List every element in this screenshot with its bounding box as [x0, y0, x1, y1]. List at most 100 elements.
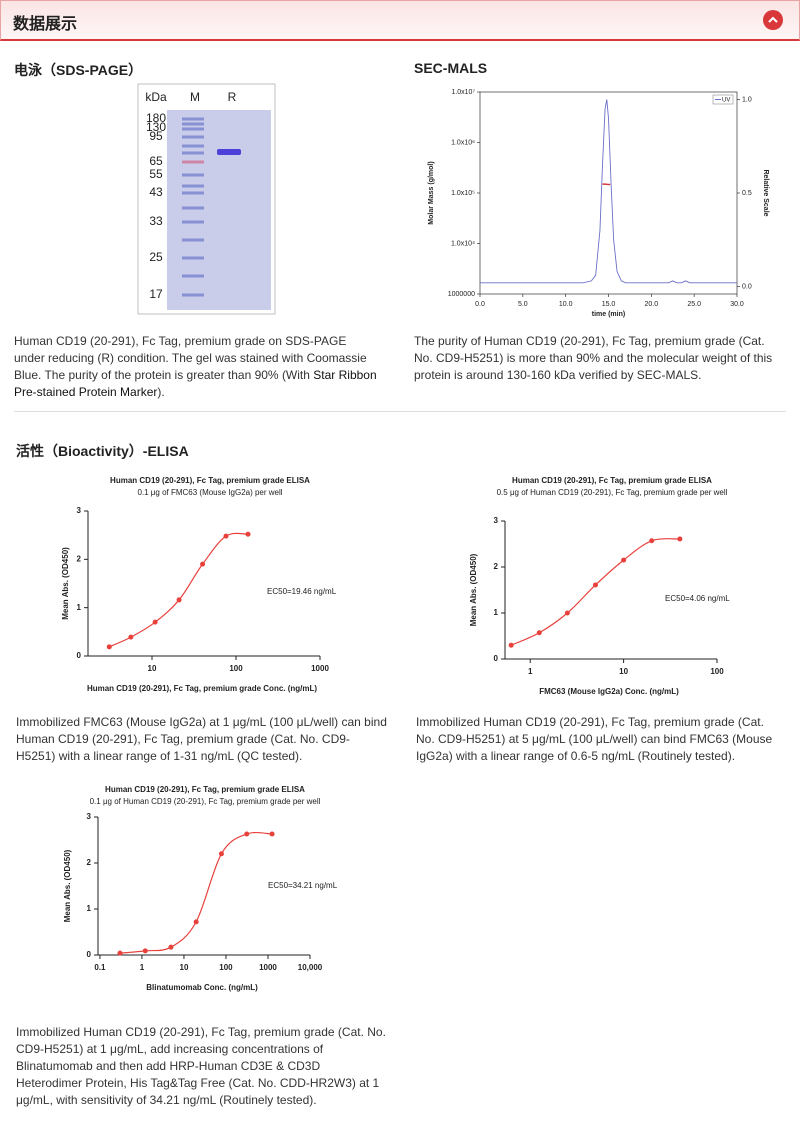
x-axis-label: Human CD19 (20-291), Fc Tag, premium gra…	[87, 684, 317, 693]
marker-band	[182, 184, 204, 188]
gel	[167, 110, 271, 310]
data-point	[649, 538, 655, 544]
legend-box	[712, 94, 734, 105]
x-tick-label: 10	[619, 667, 628, 676]
y-axis-label: Molar Mass (g/mol)	[428, 161, 435, 224]
data-point	[176, 597, 182, 603]
data-point	[218, 851, 224, 857]
y-tick-label: 1.0x10⁴	[451, 240, 475, 247]
chart-subtitle: 0.1 μg of FMC63 (Mouse IgG2a) per well	[137, 488, 282, 497]
data-point	[536, 630, 542, 636]
caption: Immobilized Human CD19 (20-291), Fc Tag,…	[16, 1025, 386, 1107]
x-axis-label: FMC63 (Mouse IgG2a) Conc. (ng/mL)	[539, 687, 679, 696]
y2-axis-label: Relative Scale	[762, 169, 769, 216]
x-tick-label: 10	[180, 963, 189, 972]
x-tick-label: 0.0	[475, 301, 485, 308]
lane-label: R	[228, 90, 237, 104]
y-tick-label: 1000000	[448, 291, 475, 298]
divider	[14, 411, 786, 412]
marker-band	[182, 122, 204, 126]
chevron-icon	[768, 16, 778, 23]
caption: Immobilized Human CD19 (20-291), Fc Tag,…	[416, 715, 773, 763]
caption: The purity of Human CD19 (20-291), Fc Ta…	[414, 334, 773, 382]
data-point	[128, 634, 134, 640]
x-tick-label: 100	[219, 963, 233, 972]
y-tick-label: 1.0x10⁶	[451, 139, 475, 146]
y-tick-label: 3	[494, 516, 499, 525]
y-tick-label: 3	[77, 506, 82, 515]
data-point	[193, 919, 199, 925]
marker-band	[182, 160, 204, 164]
marker-band	[182, 173, 204, 177]
data-point	[200, 561, 206, 567]
data-point	[245, 531, 251, 537]
y-tick-label: 2	[77, 554, 82, 563]
data-point	[564, 610, 570, 616]
x-tick-label: 1000	[311, 664, 329, 673]
elisa-chart: Human CD19 (20-291), Fc Tag, premium gra…	[63, 785, 338, 992]
fit-curve	[109, 532, 249, 648]
x-tick-label: 10	[148, 664, 157, 673]
y-tick-label: 1.0x10⁷	[451, 89, 475, 96]
y-tick-label: 3	[87, 812, 92, 821]
marker-label: 65	[149, 154, 163, 168]
chart-title: Human CD19 (20-291), Fc Tag, premium gra…	[110, 476, 310, 485]
y2-tick-label: 0.0	[742, 283, 752, 290]
data-point	[621, 557, 627, 563]
y2-tick-label: 1.0	[742, 96, 752, 103]
x-tick-label: 0.1	[94, 963, 106, 972]
marker-band	[182, 220, 204, 224]
x-tick-label: 100	[710, 667, 724, 676]
y-tick-label: 0	[77, 651, 82, 660]
y2-tick-label: 0.5	[742, 190, 752, 197]
x-tick-label: 25.0	[687, 301, 701, 308]
y-tick-label: 0	[87, 950, 92, 959]
series-line	[480, 99, 737, 284]
y-axis-label: Mean Abs. (OD450)	[469, 553, 478, 626]
section-title: 数据展示	[13, 16, 78, 33]
data-point	[223, 533, 229, 539]
x-tick-label: 30.0	[730, 301, 744, 308]
chart-subtitle: 0.5 μg of Human CD19 (20-291), Fc Tag, p…	[497, 488, 728, 497]
collapse-button[interactable]	[763, 10, 783, 30]
y-axis-label: Mean Abs. (OD450)	[61, 547, 70, 620]
legend-label: UV	[722, 98, 730, 104]
caption-text: ).	[157, 385, 165, 399]
data-point	[244, 831, 250, 837]
data-point	[592, 582, 598, 588]
data-point	[508, 642, 514, 648]
marker-band	[182, 256, 204, 260]
x-tick-label: 100	[229, 664, 243, 673]
lane-label: M	[190, 90, 200, 104]
fit-curve	[119, 831, 273, 954]
heading: 活性（Bioactivity）-ELISA	[16, 443, 189, 459]
marker-band	[182, 117, 204, 121]
x-tick-label: 10,000	[298, 963, 323, 972]
data-point	[677, 536, 683, 542]
y-axis-label: Mean Abs. (OD450)	[63, 849, 72, 922]
heading: 电泳（SDS-PAGE）	[14, 62, 143, 78]
data-point	[142, 948, 148, 954]
marker-band	[182, 127, 204, 131]
marker-link[interactable]: Star Ribbon Pre-stained Protein Marker	[14, 368, 377, 399]
marker-band	[182, 206, 204, 210]
marker-label: 180	[146, 111, 166, 125]
x-tick-label: 5.0	[518, 301, 528, 308]
sec-mals-chart: 0.0 5.0 10.0 15.0 20.0 25.0 30.0 1000000 1.0x10⁴…	[428, 89, 769, 318]
heading: SEC-MALS	[414, 60, 488, 76]
x-tick-label: 10.0	[559, 301, 573, 308]
marker-band	[182, 144, 204, 148]
x-axis-label: time (min)	[592, 311, 625, 318]
section-header: 数据展示	[0, 0, 800, 41]
elisa-chart: Human CD19 (20-291), Fc Tag, premium gra…	[469, 476, 730, 696]
caption: Immobilized FMC63 (Mouse IgG2a) at 1 μg/…	[16, 715, 387, 763]
caption-text: Human CD19 (20-291), Fc Tag, premium gra…	[14, 334, 367, 382]
data-point	[106, 644, 112, 650]
gel-unit: kDa	[145, 90, 167, 104]
chart-subtitle: 0.1 μg of Human CD19 (20-291), Fc Tag, p…	[90, 797, 321, 806]
marker-label: 17	[149, 287, 163, 301]
marker-band	[182, 293, 204, 297]
